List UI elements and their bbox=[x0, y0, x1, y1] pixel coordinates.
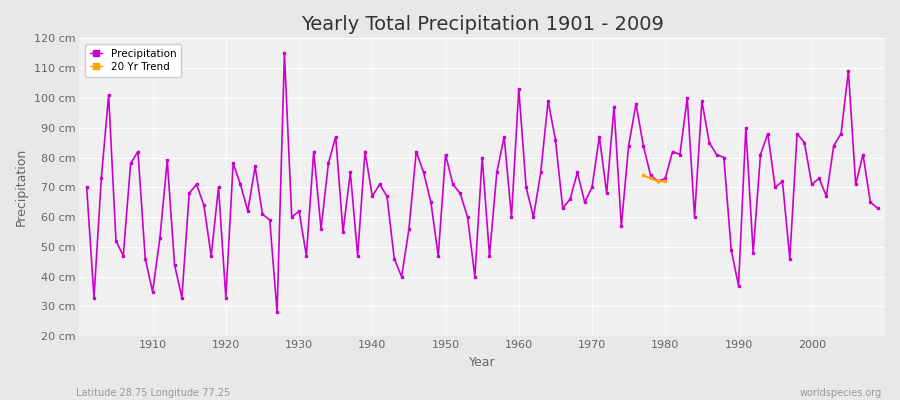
X-axis label: Year: Year bbox=[469, 356, 496, 369]
Title: Yearly Total Precipitation 1901 - 2009: Yearly Total Precipitation 1901 - 2009 bbox=[301, 15, 663, 34]
Text: Latitude 28.75 Longitude 77.25: Latitude 28.75 Longitude 77.25 bbox=[76, 388, 230, 398]
Text: worldspecies.org: worldspecies.org bbox=[800, 388, 882, 398]
Legend: Precipitation, 20 Yr Trend: Precipitation, 20 Yr Trend bbox=[85, 44, 182, 77]
Y-axis label: Precipitation: Precipitation bbox=[15, 148, 28, 226]
